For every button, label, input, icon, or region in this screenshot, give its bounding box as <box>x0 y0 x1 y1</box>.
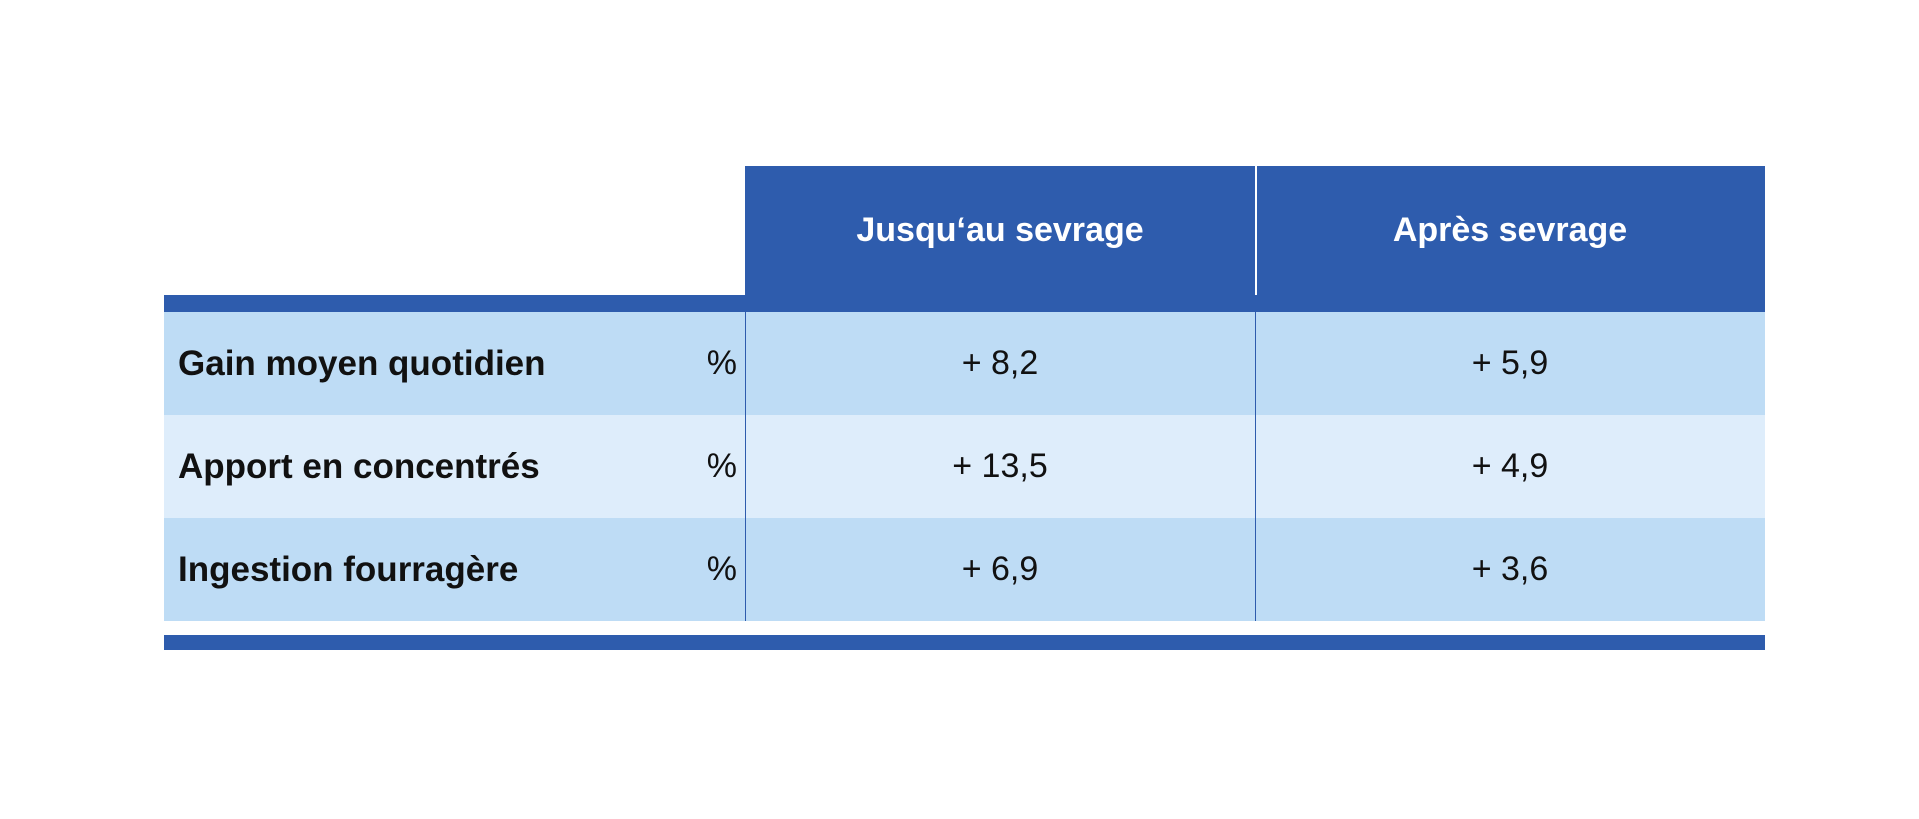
column-divider <box>745 312 746 621</box>
value-cell: + 4,9 <box>1471 447 1549 485</box>
value-cell: + 5,9 <box>1471 344 1549 382</box>
column-header: Jusqu‘au sevrage <box>745 166 1255 295</box>
value-cell: + 6,9 <box>961 550 1039 588</box>
row-label: Ingestion fourragère <box>178 549 519 589</box>
row-label: Gain moyen quotidien <box>178 343 546 383</box>
column-header: Après sevrage <box>1255 166 1765 295</box>
row-unit: % <box>706 344 737 382</box>
header-rule <box>164 295 1765 312</box>
header-divider <box>1255 166 1257 295</box>
row-background <box>164 312 1765 415</box>
row-background <box>164 415 1765 518</box>
column-divider <box>1255 312 1256 621</box>
row-background <box>164 518 1765 621</box>
value-cell: + 3,6 <box>1471 550 1549 588</box>
value-cell: + 8,2 <box>961 344 1039 382</box>
value-cell: + 13,5 <box>952 447 1048 485</box>
row-unit: % <box>706 550 737 588</box>
row-unit: % <box>706 447 737 485</box>
bottom-rule <box>164 635 1765 650</box>
row-label: Apport en concentrés <box>178 446 540 486</box>
